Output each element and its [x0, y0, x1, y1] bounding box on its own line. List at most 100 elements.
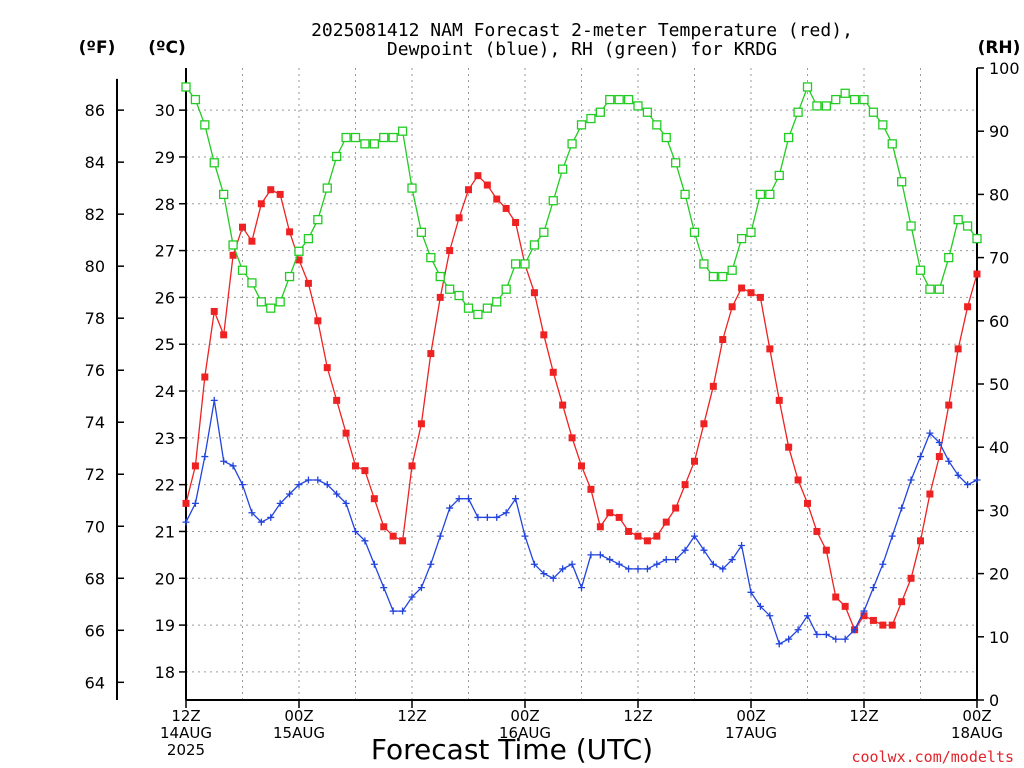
temperature-point	[540, 331, 548, 339]
temperature-point	[455, 214, 463, 222]
temperature-point	[389, 532, 397, 540]
dewpoint-point	[822, 630, 830, 638]
dewpoint-point	[766, 612, 774, 620]
dewpoint-point	[521, 532, 529, 540]
dewpoint-point	[615, 560, 623, 568]
temperature-point	[643, 537, 651, 545]
dewpoint-point	[304, 476, 312, 484]
dewpoint-point	[907, 476, 915, 484]
dewpoint-point	[248, 509, 256, 517]
rh-point	[595, 107, 605, 117]
dewpoint-point	[465, 495, 472, 503]
dewpoint-point	[973, 476, 981, 484]
temperature-point	[286, 228, 294, 236]
dewpoint-point	[342, 499, 350, 507]
rh-point	[906, 221, 916, 231]
rh-point	[897, 177, 907, 187]
temperature-point	[841, 602, 849, 610]
x-tick-label: 00Z	[736, 707, 765, 725]
celsius-axis-label: (ºC)	[148, 38, 186, 58]
temperature-point	[945, 401, 953, 409]
rh-point	[878, 120, 888, 130]
temperature-point	[578, 462, 585, 470]
temperature-point	[926, 490, 934, 498]
dewpoint-point	[182, 518, 190, 526]
dewpoint-point	[436, 532, 444, 540]
dewpoint-point	[662, 556, 670, 564]
dewpoint-point	[417, 584, 425, 592]
rh-point	[492, 297, 502, 307]
temperature-point	[493, 195, 501, 203]
rh-point	[953, 215, 963, 225]
rh-point	[680, 189, 690, 200]
celsius-tick-label: 26	[155, 288, 175, 307]
rh-point	[520, 259, 530, 269]
rh-point	[200, 120, 210, 130]
dewpoint-point	[191, 499, 199, 507]
temperature-point	[512, 218, 520, 226]
temperature-point	[314, 317, 322, 325]
rh-point	[416, 227, 427, 237]
rh-point	[887, 139, 897, 149]
temperature-point	[794, 476, 802, 484]
temperature-point	[408, 462, 416, 470]
dewpoint-point	[314, 476, 322, 484]
fahrenheit-tick-label: 74	[85, 413, 105, 432]
axes	[116, 68, 978, 701]
dewpoint-point	[691, 532, 698, 540]
rh-point	[925, 284, 935, 294]
temperature-point	[606, 509, 614, 517]
rh-point	[284, 271, 295, 282]
dewpoint-point	[945, 457, 953, 465]
rh-point	[802, 82, 813, 92]
rh-tick-label: 80	[989, 185, 1009, 204]
x-tick-label: 00Z	[510, 707, 539, 725]
rh-point	[379, 132, 389, 143]
rh-point	[275, 297, 285, 307]
celsius-tick-label: 30	[155, 101, 175, 120]
rh-point	[633, 101, 643, 111]
dewpoint-point	[794, 626, 802, 634]
dewpoint-point	[399, 607, 407, 615]
rh-tick-label: 60	[989, 312, 1009, 331]
temperature-point	[295, 256, 303, 264]
source-credit: coolwx.com/modelts	[851, 748, 1014, 766]
dewpoint-point	[596, 551, 604, 559]
dewpoint-point	[512, 495, 520, 503]
x-tick-label: 00Z	[284, 707, 313, 725]
dewpoint-point	[738, 542, 746, 550]
dewpoint-point	[578, 584, 585, 592]
rh-tick-label: 50	[989, 375, 1009, 394]
dewpoint-point	[681, 546, 689, 554]
temperature-point	[747, 289, 755, 297]
dewpoint-point	[389, 607, 397, 615]
temperature-point	[465, 186, 472, 194]
temperature-point	[822, 546, 830, 554]
x-tick-label: 12Z	[623, 707, 652, 725]
rh-tick-label: 30	[989, 501, 1009, 520]
dewpoint-point	[634, 565, 642, 573]
x-tick-label: 15AUG	[273, 724, 325, 742]
rh-point	[482, 303, 492, 313]
rh-point	[840, 88, 850, 98]
x-tick-label: 12Z	[171, 707, 200, 725]
temperature-point	[869, 616, 877, 624]
dewpoint-point	[841, 635, 849, 643]
dewpoint-point	[860, 607, 868, 615]
tick-labels: 18 19 20 21 22 23 24 25 26 27 28 29 30 64 66 68 70 72 74 76…	[85, 59, 1020, 759]
fahrenheit-tick-label: 72	[85, 465, 105, 484]
rh-point	[369, 139, 379, 149]
temperature-point	[568, 434, 576, 442]
fahrenheit-tick-label: 80	[85, 257, 105, 276]
celsius-tick-label: 29	[155, 148, 175, 167]
temperature-point	[700, 420, 708, 428]
dewpoint-point	[361, 537, 369, 545]
rh-point	[501, 284, 511, 294]
temperature-point	[417, 420, 425, 428]
temperature-point	[559, 401, 567, 409]
fahrenheit-tick-label: 82	[85, 205, 105, 224]
dewpoint-point	[728, 556, 736, 564]
dewpoint-point	[709, 560, 717, 568]
temperature-point	[813, 527, 821, 535]
